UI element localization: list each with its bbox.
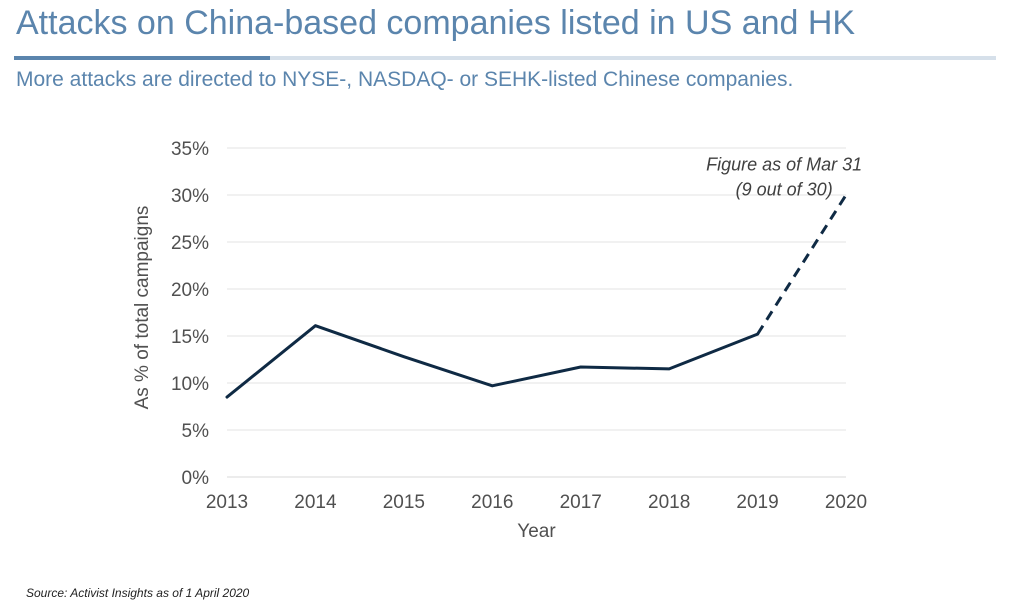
y-axis-ticks: 0% 5% 10% 15% 20% 25% 30% 35% <box>171 139 209 489</box>
y-tick-label: 15% <box>171 327 209 348</box>
x-tick-label: 2013 <box>206 492 248 513</box>
series-line-dashed <box>756 194 848 335</box>
y-tick-label: 20% <box>171 280 209 301</box>
y-axis-label: As % of total campaigns <box>132 206 153 410</box>
x-tick-label: 2017 <box>560 492 602 513</box>
annotation-line-1: Figure as of Mar 31 <box>706 155 862 175</box>
y-tick-label: 25% <box>171 233 209 254</box>
title-underline <box>14 56 996 60</box>
y-tick-label: 35% <box>171 139 209 160</box>
x-tick-label: 2014 <box>294 492 337 513</box>
y-tick-label: 5% <box>182 421 210 442</box>
x-axis-label: Year <box>517 521 556 542</box>
x-axis-ticks: 2013 2014 2015 2016 2017 2018 2019 2020 <box>206 492 867 513</box>
x-tick-label: 2019 <box>736 492 778 513</box>
y-tick-label: 0% <box>182 468 210 489</box>
page-title: Attacks on China-based companies listed … <box>16 4 856 42</box>
x-tick-label: 2018 <box>648 492 690 513</box>
x-tick-label: 2015 <box>383 492 425 513</box>
annotation-line-2: (9 out of 30) <box>736 180 833 200</box>
x-tick-label: 2020 <box>825 492 867 513</box>
chart-annotation: Figure as of Mar 31 (9 out of 30) <box>706 155 862 200</box>
page-subtitle: More attacks are directed to NYSE-, NASD… <box>16 68 794 91</box>
source-note: Source: Activist Insights as of 1 April … <box>26 586 250 600</box>
series <box>225 194 848 399</box>
x-tick-label: 2016 <box>471 492 513 513</box>
y-tick-label: 30% <box>171 186 209 207</box>
gridlines <box>227 147 846 431</box>
y-tick-label: 10% <box>171 374 209 395</box>
title-underline-accent <box>14 56 270 60</box>
